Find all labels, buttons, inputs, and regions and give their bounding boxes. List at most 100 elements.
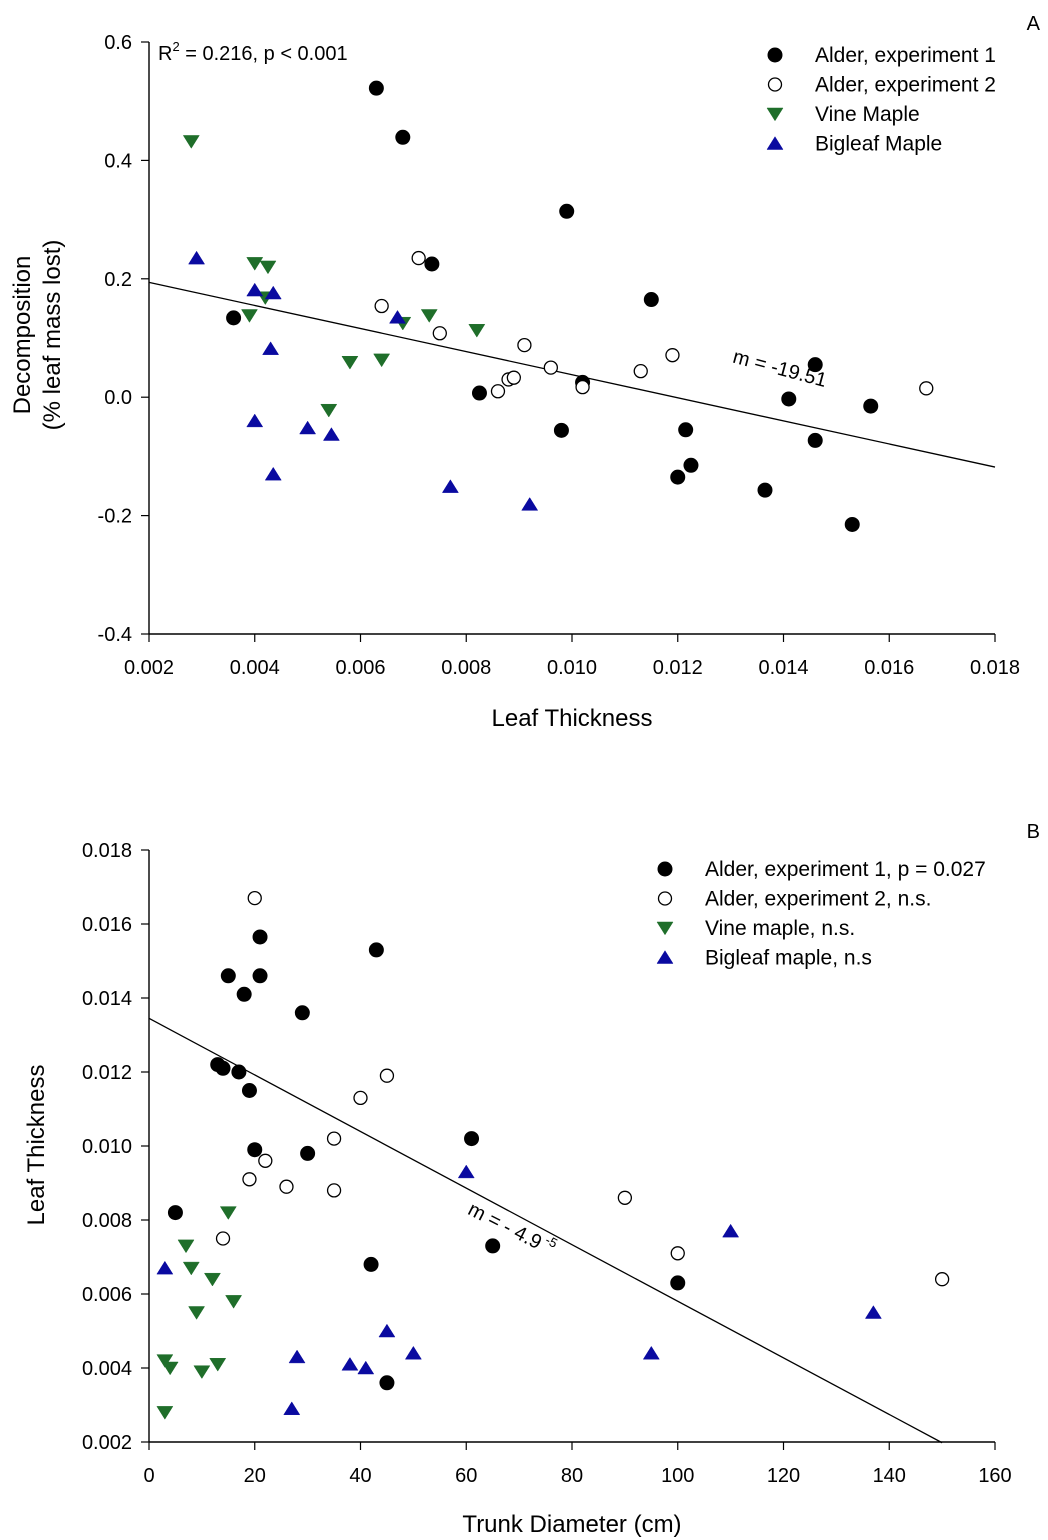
data-point (683, 457, 699, 473)
x-tick-label: 20 (244, 1465, 266, 1487)
data-point (264, 285, 282, 300)
legend-label: Vine Maple (815, 103, 920, 126)
legend-marker (657, 861, 673, 877)
y-tick-label: 0.0 (104, 387, 132, 409)
data-point (617, 1190, 633, 1205)
data-point (471, 385, 487, 401)
data-point (378, 1323, 396, 1338)
y-tick-label: 0.006 (82, 1284, 132, 1306)
y-tick-label: 0.008 (82, 1210, 132, 1232)
data-point (379, 1068, 395, 1083)
data-point (226, 310, 242, 326)
data-point (259, 260, 277, 275)
slope-label: m = - 4.9-5 (464, 1195, 560, 1261)
y-tick-label: 0.4 (104, 150, 132, 172)
x-tick-label: 0.012 (653, 657, 703, 679)
legend-label: Bigleaf maple, n.s (705, 947, 872, 970)
data-point (411, 250, 426, 266)
data-point (379, 1375, 395, 1391)
slope-exponent: -5 (543, 1232, 560, 1251)
y-tick-label: 0.018 (82, 840, 132, 862)
data-point (326, 1183, 342, 1198)
data-point (264, 466, 282, 481)
panel-a: A R2 = 0.216, p < 0.001 Leaf Thickness D… (9, 13, 1041, 732)
panel-a-y-axis-label: Decomposition (9, 256, 36, 415)
data-point (215, 1231, 231, 1246)
data-point (252, 929, 268, 945)
data-point (457, 1164, 475, 1179)
data-point (506, 370, 521, 385)
data-point (424, 256, 440, 272)
legend-label: Vine maple, n.s. (705, 917, 855, 940)
data-point (262, 341, 280, 355)
x-tick-label: 0.018 (970, 657, 1020, 679)
data-point (236, 986, 252, 1002)
data-point (420, 309, 438, 323)
data-point (220, 968, 236, 984)
data-point (203, 1272, 221, 1287)
data-point (247, 890, 262, 906)
x-tick-label: 0.006 (335, 657, 385, 679)
data-point (807, 357, 823, 373)
y-tick-label: -0.2 (98, 506, 132, 528)
data-point (363, 1256, 379, 1272)
data-point (665, 348, 680, 363)
data-point (341, 1357, 359, 1371)
data-point (182, 1261, 200, 1276)
legend-label: Alder, experiment 2 (815, 74, 996, 97)
y-tick-label: 0.010 (82, 1136, 132, 1158)
x-tick-label: 0.008 (441, 657, 491, 679)
data-point (432, 326, 447, 341)
data-point (300, 1145, 316, 1161)
data-point (288, 1349, 306, 1364)
stats-text: = 0.216, p < 0.001 (180, 43, 348, 65)
data-point (299, 420, 317, 435)
data-point (156, 1260, 174, 1275)
panel-b-y-axis-label: Leaf Thickness (23, 1065, 50, 1226)
data-point (553, 422, 569, 438)
data-point (468, 324, 486, 338)
data-point (441, 479, 459, 493)
data-point (368, 942, 384, 958)
data-point (374, 298, 389, 314)
data-point (464, 1131, 480, 1147)
data-point (246, 282, 264, 297)
data-point (353, 1090, 368, 1106)
data-point (241, 1083, 257, 1098)
data-point (193, 1365, 211, 1379)
x-tick-label: 0.004 (230, 657, 280, 679)
x-tick-label: 140 (873, 1465, 906, 1487)
panel-b-x-axis-label: Trunk Diameter (cm) (462, 1511, 681, 1538)
panel-a-label: A (1027, 13, 1041, 35)
data-point (844, 516, 860, 532)
data-point (934, 1272, 950, 1287)
y-tick-label: 0.2 (104, 269, 132, 291)
data-point (241, 309, 258, 323)
data-point (642, 1345, 660, 1360)
y-tick-label: 0.004 (82, 1358, 132, 1380)
x-tick-label: 40 (349, 1465, 371, 1487)
legend-marker (766, 107, 784, 122)
data-point (643, 292, 659, 308)
legend-marker (766, 136, 784, 150)
data-point (182, 135, 200, 149)
data-point (209, 1358, 227, 1372)
data-point (757, 482, 773, 498)
y-tick-label: 0.002 (82, 1432, 132, 1454)
legend-label: Alder, experiment 1 (815, 44, 996, 67)
x-tick-label: 100 (661, 1465, 694, 1487)
legend-marker (656, 921, 674, 936)
data-point (807, 432, 823, 448)
data-point (294, 1005, 310, 1021)
data-point (863, 398, 879, 414)
data-point (188, 250, 206, 265)
x-tick-label: 60 (455, 1465, 477, 1487)
legend-marker (656, 950, 674, 964)
data-point (368, 80, 384, 96)
data-point (246, 413, 264, 428)
data-point (781, 391, 797, 407)
stats-r: R (158, 43, 172, 65)
x-tick-label: 0.014 (758, 657, 808, 679)
data-point (320, 403, 338, 418)
data-point (670, 1275, 686, 1291)
